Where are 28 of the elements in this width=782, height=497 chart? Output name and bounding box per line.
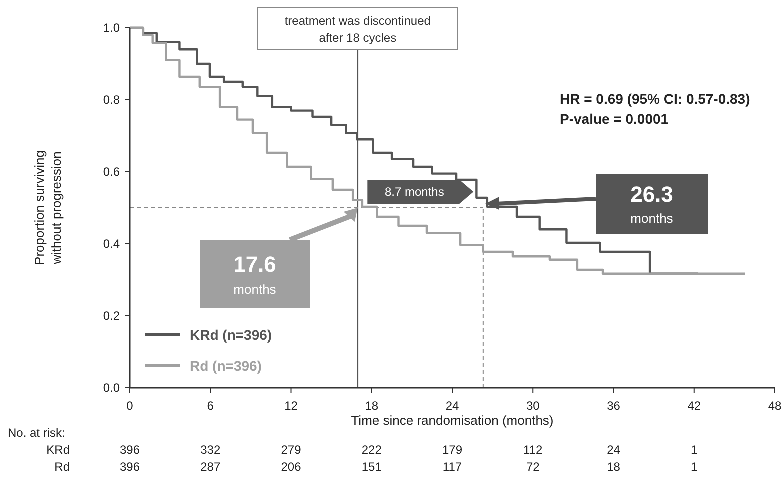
annotation: 8.7 months — [384, 185, 444, 199]
annotation: P-value = 0.0001 — [560, 111, 669, 127]
legend-label: Rd (n=396) — [190, 358, 262, 374]
y-tick-label: 1.0 — [103, 21, 120, 35]
x-axis-title: Time since randomisation (months) — [351, 413, 554, 428]
x-tick-label: 42 — [688, 399, 702, 413]
y-tick-label: 0.8 — [103, 93, 120, 107]
annotation: HR = 0.69 (95% CI: 0.57-0.83) — [560, 91, 750, 107]
y-tick-label: 0.2 — [103, 309, 120, 323]
y-tick-label: 0.4 — [103, 237, 120, 251]
x-tick-label: 24 — [446, 399, 460, 413]
text: KRd 396 332 279 222 179 112 24 1 — [46, 443, 698, 457]
legend-label: KRd (n=396) — [190, 327, 272, 343]
x-tick-label: 36 — [607, 399, 621, 413]
y-axis-title: Proportion surviving without progression — [32, 150, 64, 266]
x-tick-label: 0 — [126, 399, 134, 413]
annotation: 26.3 months — [630, 182, 674, 226]
x-tick-label: 18 — [365, 399, 379, 413]
x-tick-label: 6 — [207, 399, 214, 413]
ref-line-label: treatment was discontinued after 18 cycles — [284, 14, 431, 45]
x-tick-label: 30 — [526, 399, 540, 413]
x-tick-label: 48 — [768, 399, 782, 413]
y-tick-label: 0.6 — [103, 165, 120, 179]
y-tick-label: 0.0 — [103, 381, 120, 395]
annotation: 17.6 months — [234, 252, 277, 297]
text: No. at risk: — [8, 426, 66, 440]
x-tick-label: 12 — [284, 399, 298, 413]
text: Rd 396 287 206 151 117 72 18 1 — [54, 460, 698, 474]
